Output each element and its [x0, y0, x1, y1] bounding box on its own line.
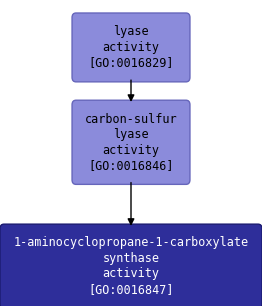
Text: lyase
activity
[GO:0016829]: lyase activity [GO:0016829] [88, 25, 174, 69]
Text: carbon-sulfur
lyase
activity
[GO:0016846]: carbon-sulfur lyase activity [GO:0016846… [85, 113, 177, 172]
FancyBboxPatch shape [72, 13, 190, 82]
FancyBboxPatch shape [72, 100, 190, 184]
FancyBboxPatch shape [0, 224, 262, 306]
Text: 1-aminocyclopropane-1-carboxylate
synthase
activity
[GO:0016847]: 1-aminocyclopropane-1-carboxylate syntha… [13, 237, 249, 296]
